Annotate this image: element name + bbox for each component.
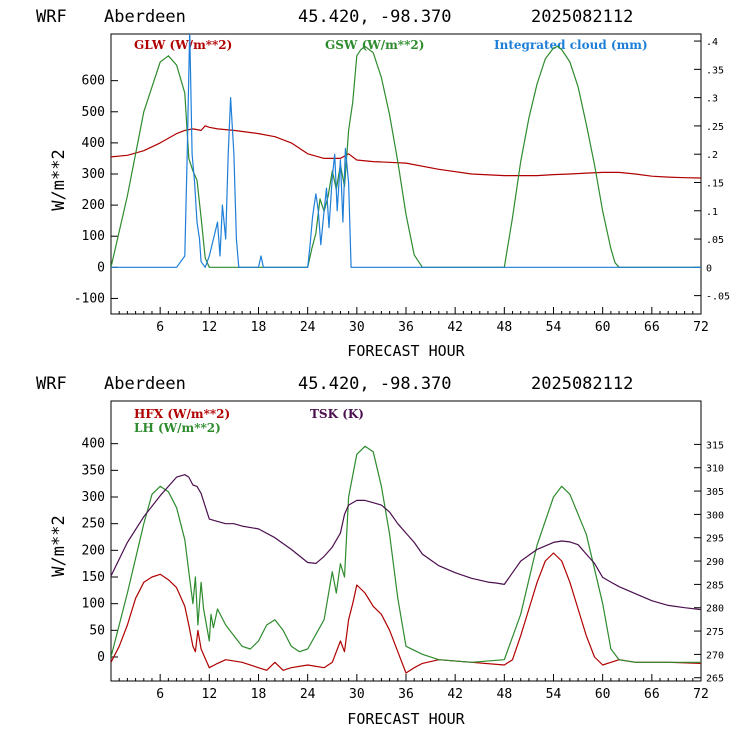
panel1-coords: 45.420, -98.370 <box>298 7 452 27</box>
legend-lh: LH (W/m**2) <box>134 421 221 435</box>
y2-tick-label: 285 <box>706 580 724 591</box>
panel2-station: Aberdeen <box>104 374 186 394</box>
panel1-y-axis-right: -.05 0 .05 .1 .15 .2 .25 .3 .35 .4 <box>694 37 730 303</box>
series-line-glw <box>111 125 701 179</box>
x-tick-label: 18 <box>251 320 267 335</box>
panel1-model: WRF <box>36 7 67 27</box>
panel1-x-axis: 6 12 18 24 30 36 42 48 54 60 66 72 <box>110 307 709 335</box>
panel2-coords: 45.420, -98.370 <box>298 374 452 394</box>
y2-tick-label: 310 <box>706 464 724 475</box>
x-tick-label: 30 <box>349 687 365 702</box>
panel1-y-axis-label: W/m**2 <box>49 149 69 210</box>
panel1-plot-frame <box>110 33 702 315</box>
y2-tick-label: 300 <box>706 510 724 521</box>
x-tick-label: 12 <box>202 687 218 702</box>
y2-tick-label: .05 <box>706 235 724 246</box>
x-tick-label: 42 <box>447 687 463 702</box>
y2-tick-label: 290 <box>706 557 724 568</box>
y2-tick-label: .2 <box>706 150 718 161</box>
series-line-gsw <box>111 45 701 268</box>
x-tick-label: 48 <box>497 320 513 335</box>
y-tick-label: 0 <box>97 260 105 275</box>
y2-tick-label: -.05 <box>706 292 730 303</box>
legend-integrated-cloud: Integrated cloud (mm) <box>494 38 648 52</box>
legend-glw: GLW (W/m**2) <box>134 38 232 52</box>
y-tick-label: 0 <box>97 650 105 665</box>
y2-tick-label: 295 <box>706 534 724 545</box>
y-tick-label: 50 <box>89 623 105 638</box>
y-tick-label: 200 <box>82 543 105 558</box>
x-tick-label: 24 <box>300 320 316 335</box>
x-tick-label: 36 <box>398 320 414 335</box>
x-tick-label: 54 <box>546 320 562 335</box>
panel2-x-axis: 6 12 18 24 30 36 42 48 54 60 66 72 <box>110 674 709 702</box>
series-line-tsk <box>111 474 701 611</box>
x-tick-label: 36 <box>398 687 414 702</box>
series-line-lh <box>111 445 701 663</box>
x-tick-label: 66 <box>644 687 660 702</box>
panel2-y-axis-left: 0 50 100 150 200 250 300 350 400 <box>82 437 118 665</box>
y2-tick-label: 315 <box>706 440 724 451</box>
panel2-x-axis-label: FORECAST HOUR <box>347 710 465 728</box>
panel2-init-time: 2025082112 <box>531 374 633 394</box>
y2-tick-label: 275 <box>706 627 724 638</box>
y2-tick-label: 0 <box>706 263 712 274</box>
panel-surface-flux: WRF Aberdeen 45.420, -98.370 2025082112 … <box>36 374 724 728</box>
y-tick-label: -100 <box>74 291 105 306</box>
x-tick-label: 42 <box>447 320 463 335</box>
x-tick-label: 48 <box>497 687 513 702</box>
y2-tick-label: .3 <box>706 94 718 105</box>
y2-tick-label: 305 <box>706 487 724 498</box>
legend-hfx: HFX (W/m**2) <box>134 407 230 421</box>
y-tick-label: 100 <box>82 597 105 612</box>
y-tick-label: 200 <box>82 198 105 213</box>
y-tick-label: 250 <box>82 517 105 532</box>
panel1-init-time: 2025082112 <box>531 7 633 27</box>
y2-tick-label: .25 <box>706 122 724 133</box>
y-tick-label: 400 <box>82 136 105 151</box>
y-tick-label: 350 <box>82 463 105 478</box>
y2-tick-label: .1 <box>706 207 718 218</box>
x-tick-label: 12 <box>202 320 218 335</box>
y2-tick-label: .15 <box>706 178 724 189</box>
series-line-integrated-cloud <box>111 34 701 268</box>
panel1-series <box>111 34 701 268</box>
x-tick-label: 72 <box>693 320 709 335</box>
y-tick-label: 100 <box>82 229 105 244</box>
y2-tick-label: .4 <box>706 37 718 48</box>
x-tick-label: 66 <box>644 320 660 335</box>
panel2-y-axis-right: 265 270 275 280 285 290 295 300 305 310 315 <box>694 440 724 685</box>
y2-tick-label: 270 <box>706 650 724 661</box>
y2-tick-label: 265 <box>706 674 724 685</box>
y-tick-label: 400 <box>82 437 105 452</box>
y2-tick-label: 280 <box>706 604 724 615</box>
y-tick-label: 500 <box>82 105 105 120</box>
legend-tsk: TSK (K) <box>310 407 364 421</box>
y2-tick-label: .35 <box>706 65 724 76</box>
x-tick-label: 6 <box>156 320 164 335</box>
panel2-model: WRF <box>36 374 67 394</box>
panel1-y-axis-left: -100 0 100 200 300 400 500 600 <box>74 74 118 306</box>
x-tick-label: 30 <box>349 320 365 335</box>
legend-gsw: GSW (W/m**2) <box>325 38 424 52</box>
x-tick-label: 60 <box>595 320 611 335</box>
series-line-hfx <box>111 552 701 674</box>
x-tick-label: 54 <box>546 687 562 702</box>
panel1-x-axis-label: FORECAST HOUR <box>347 342 465 360</box>
x-tick-label: 24 <box>300 687 316 702</box>
panel-radiation: WRF Aberdeen 45.420, -98.370 2025082112 … <box>36 7 730 360</box>
x-tick-label: 6 <box>156 687 164 702</box>
y-tick-label: 300 <box>82 490 105 505</box>
y-tick-label: 300 <box>82 167 105 182</box>
panel2-series <box>111 445 701 674</box>
x-tick-label: 72 <box>693 687 709 702</box>
panel2-y-axis-label: W/m**2 <box>49 515 69 576</box>
y-tick-label: 600 <box>82 74 105 89</box>
x-tick-label: 18 <box>251 687 267 702</box>
x-tick-label: 60 <box>595 687 611 702</box>
panel1-station: Aberdeen <box>104 7 186 27</box>
y-tick-label: 150 <box>82 570 105 585</box>
